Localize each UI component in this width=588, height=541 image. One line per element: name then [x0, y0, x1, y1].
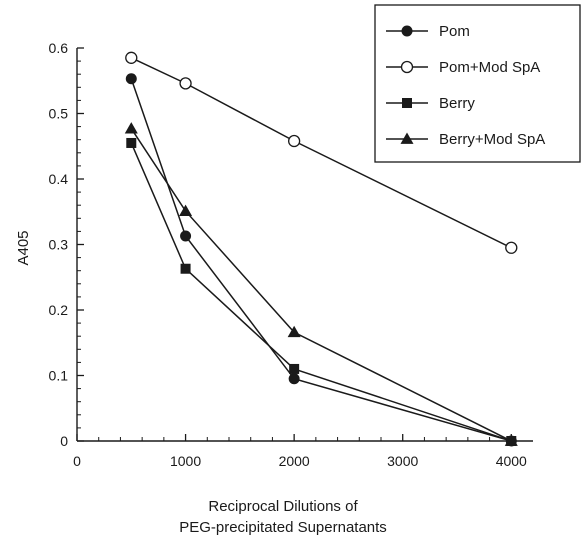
data-point [125, 73, 137, 85]
y-tick-label: 0.6 [49, 40, 69, 56]
data-point [180, 230, 192, 242]
series-berry [126, 137, 517, 446]
y-tick-label: 0.4 [49, 171, 69, 187]
series-line [130, 57, 512, 249]
y-axis-title: A405 [15, 230, 32, 265]
legend-marker [401, 25, 413, 37]
series-berry-mod-spa [124, 122, 518, 446]
legend: Pom Pom+Mod SpA Berry Berry+Mod SpA [374, 4, 581, 163]
legend-marker [402, 98, 412, 108]
y-tick-label: 0.3 [49, 237, 69, 253]
x-tick-label: 2000 [279, 453, 310, 469]
legend-item: Berry [386, 95, 475, 112]
x-tick-label: 1000 [170, 453, 201, 469]
series-line [130, 142, 512, 442]
data-point [125, 51, 138, 64]
series-line [130, 78, 512, 442]
legend-marker [400, 60, 414, 74]
data-point [288, 373, 300, 385]
data-point [179, 204, 193, 216]
x-tick-label: 4000 [496, 453, 527, 469]
x-tick-label: 3000 [387, 453, 418, 469]
y-tick-label: 0.1 [49, 368, 69, 384]
legend-label: Berry [439, 95, 475, 112]
data-point [504, 434, 518, 446]
series-line [130, 128, 512, 442]
series-layer [124, 51, 518, 447]
x-tick-label: 0 [73, 453, 81, 469]
data-point [287, 325, 301, 338]
data-point [179, 77, 192, 90]
legend-label: Berry+Mod SpA [439, 131, 545, 148]
y-tick-label: 0 [60, 433, 68, 449]
legend-label: Pom [439, 23, 470, 40]
series-pom-mod-spa [125, 51, 518, 254]
data-point [289, 363, 300, 374]
legend-marker [400, 132, 414, 144]
legend-item: Pom [386, 23, 470, 40]
data-point [124, 122, 138, 134]
axes: 0 0.1 0.2 0.3 0.4 0.5 0.6 0 1000 2000 3000 4000 [49, 40, 533, 469]
data-point [505, 241, 518, 254]
legend-label: Pom+Mod SpA [439, 59, 540, 76]
y-tick-label: 0.5 [49, 106, 69, 122]
y-tick-label: 0.2 [49, 302, 69, 318]
data-point [287, 134, 301, 148]
legend-item: Berry+Mod SpA [386, 131, 545, 148]
x-axis-title-line-1: Reciprocal Dilutions of [208, 498, 358, 515]
data-point [126, 137, 137, 148]
legend-item: Pom+Mod SpA [386, 59, 540, 76]
x-axis-title-line-2: PEG-precipitated Supernatants [179, 519, 387, 536]
data-point [180, 263, 191, 274]
